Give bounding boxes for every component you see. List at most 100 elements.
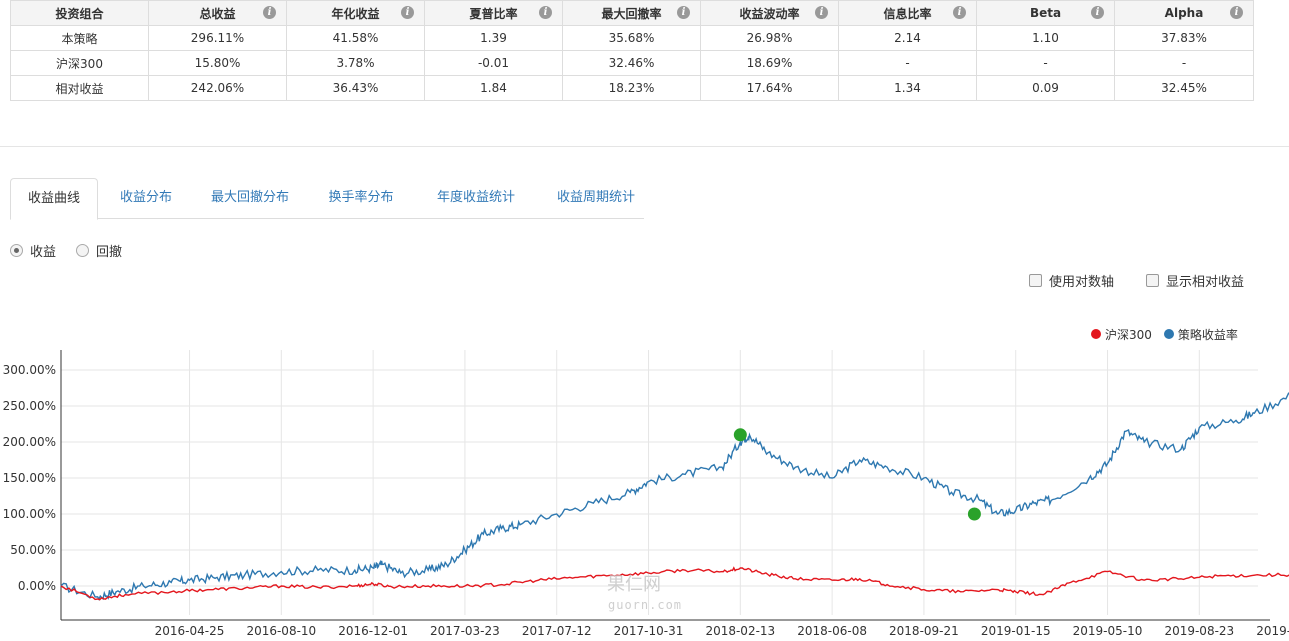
table-cell: 1.84	[424, 75, 563, 101]
table-cell: 26.98%	[700, 25, 839, 51]
x-tick-label: 2016-12-01	[338, 624, 408, 638]
info-icon[interactable]: i	[815, 6, 828, 19]
x-tick-label: 2017-07-12	[522, 624, 592, 638]
table-row: 沪深300 15.80% 3.78% -0.01 32.46% 18.69% -…	[10, 50, 1254, 76]
header-max-drawdown: 最大回撤率 i	[562, 0, 701, 26]
log-axis-label[interactable]: 使用对数轴	[1049, 274, 1115, 290]
x-tick-label: 2018-06-08	[797, 624, 867, 638]
legend-label-strategy[interactable]: 策略收益率	[1177, 327, 1238, 342]
table-cell: 2.14	[838, 25, 977, 51]
info-icon[interactable]: i	[677, 6, 690, 19]
benchmark-series-line	[60, 566, 1289, 601]
log-axis-checkbox-group: 使用对数轴	[1029, 270, 1114, 290]
radio-return[interactable]	[10, 243, 23, 257]
header-info-ratio: 信息比率 i	[838, 0, 977, 26]
table-cell: 15.80%	[148, 50, 287, 76]
tab-return-distribution[interactable]: 收益分布	[119, 190, 172, 205]
table-cell: 1.10	[976, 25, 1115, 51]
return-curve-chart: 300.00% 250.00% 200.00% 150.00% 100.00% 50.00…	[3, 350, 1289, 638]
table-cell: 18.69%	[700, 50, 839, 76]
x-tick-label: 2016-04-25	[155, 624, 225, 638]
table-cell: 本策略	[10, 25, 149, 51]
info-icon[interactable]: i	[1230, 6, 1243, 19]
tab-turnover-distribution[interactable]: 换手率分布	[328, 190, 394, 205]
table-cell: 17.64%	[700, 75, 839, 101]
radio-return-label[interactable]: 收益	[30, 244, 57, 260]
table-cell: -0.01	[424, 50, 563, 76]
x-tick-label: 2019-01-15	[981, 624, 1051, 638]
table-cell: 18.23%	[562, 75, 701, 101]
table-cell: 1.34	[838, 75, 977, 101]
watermark-url: guorn.com	[608, 598, 683, 612]
table-cell: 0.09	[976, 75, 1115, 101]
header-beta: Beta i	[976, 0, 1115, 26]
tab-return-curve[interactable]: 收益曲线	[10, 178, 98, 220]
chart-legend: 沪深300 策略收益率	[1091, 326, 1238, 342]
y-tick-label: 50.00%	[10, 543, 56, 557]
radio-drawdown[interactable]	[76, 243, 90, 257]
header-sharpe: 夏普比率 i	[424, 0, 563, 26]
y-tick-label: 100.00%	[3, 507, 56, 521]
strategy-series-line	[60, 392, 1289, 601]
table-cell: 32.45%	[1114, 75, 1254, 101]
table-cell: 36.43%	[286, 75, 425, 101]
relative-return-label[interactable]: 显示相对收益	[1166, 274, 1245, 290]
tab-annual-return-stats[interactable]: 年度收益统计	[436, 190, 515, 205]
y-tick-label: 300.00%	[3, 363, 56, 377]
stats-header-row: 投资组合 总收益 i 年化收益 i 夏普比率 i 最大回撤率 i 收益波动率 i 信息比率…	[10, 0, 1254, 26]
table-cell: 32.46%	[562, 50, 701, 76]
table-cell: 37.83%	[1114, 25, 1254, 51]
relative-return-checkbox[interactable]	[1146, 273, 1159, 287]
mode-radio-group: 收益 回撤	[10, 240, 142, 260]
table-cell: 242.06%	[148, 75, 287, 101]
x-tick-label: 2017-10-31	[614, 624, 684, 638]
relative-return-checkbox-group: 显示相对收益	[1146, 270, 1244, 290]
max-drawdown-end-marker	[967, 507, 981, 521]
radio-drawdown-label[interactable]: 回撤	[96, 244, 123, 260]
watermark-logo-text: 果仁网	[607, 574, 661, 595]
chart-tabs: 收益曲线 收益分布 最大回撤分布 换手率分布 年度收益统计 收益周期统计	[10, 178, 644, 220]
header-volatility: 收益波动率 i	[700, 0, 839, 26]
section-divider	[0, 146, 1289, 147]
info-icon[interactable]: i	[401, 6, 414, 19]
table-row: 相对收益 242.06% 36.43% 1.84 18.23% 17.64% 1…	[10, 75, 1254, 101]
table-cell: 35.68%	[562, 25, 701, 51]
info-icon[interactable]: i	[263, 6, 276, 19]
table-cell: 296.11%	[148, 25, 287, 51]
x-tick-label: 2019-12-13	[1256, 624, 1289, 638]
tab-return-period-stats[interactable]: 收益周期统计	[556, 190, 635, 205]
table-cell: 沪深300	[10, 50, 149, 76]
x-tick-label: 2017-03-23	[430, 624, 500, 638]
header-portfolio: 投资组合	[10, 0, 149, 26]
header-alpha: Alpha i	[1114, 0, 1254, 26]
header-annual-return: 年化收益 i	[286, 0, 425, 26]
table-cell: -	[1114, 50, 1254, 76]
table-cell: -	[976, 50, 1115, 76]
info-icon[interactable]: i	[539, 6, 552, 19]
legend-dot-strategy	[1163, 329, 1174, 339]
x-tick-label: 2016-08-10	[246, 624, 316, 638]
info-icon[interactable]: i	[953, 6, 966, 19]
table-cell: 3.78%	[286, 50, 425, 76]
table-cell: 1.39	[424, 25, 563, 51]
max-drawdown-start-marker	[733, 428, 747, 442]
x-tick-label: 2019-08-23	[1164, 624, 1234, 638]
table-cell: 41.58%	[286, 25, 425, 51]
x-tick-label: 2018-09-21	[889, 624, 959, 638]
header-total-return: 总收益 i	[148, 0, 287, 26]
y-tick-label: 250.00%	[3, 399, 56, 413]
y-tick-label: 200.00%	[3, 435, 56, 449]
stats-table: 投资组合 总收益 i 年化收益 i 夏普比率 i 最大回撤率 i 收益波动率 i 信息比率…	[10, 0, 1254, 101]
info-icon[interactable]: i	[1091, 6, 1104, 19]
x-tick-label: 2018-02-13	[705, 624, 775, 638]
log-axis-checkbox[interactable]	[1029, 273, 1042, 287]
x-tick-label: 2019-05-10	[1073, 624, 1143, 638]
table-cell: -	[838, 50, 977, 76]
table-cell: 相对收益	[10, 75, 149, 101]
table-row: 本策略 296.11% 41.58% 1.39 35.68% 26.98% 2.…	[10, 25, 1254, 51]
tab-max-drawdown-distribution[interactable]: 最大回撤分布	[210, 190, 289, 205]
legend-label-benchmark[interactable]: 沪深300	[1105, 327, 1152, 342]
y-tick-label: 0.00%	[18, 579, 56, 593]
y-tick-label: 150.00%	[3, 471, 56, 485]
legend-dot-benchmark	[1091, 329, 1101, 339]
